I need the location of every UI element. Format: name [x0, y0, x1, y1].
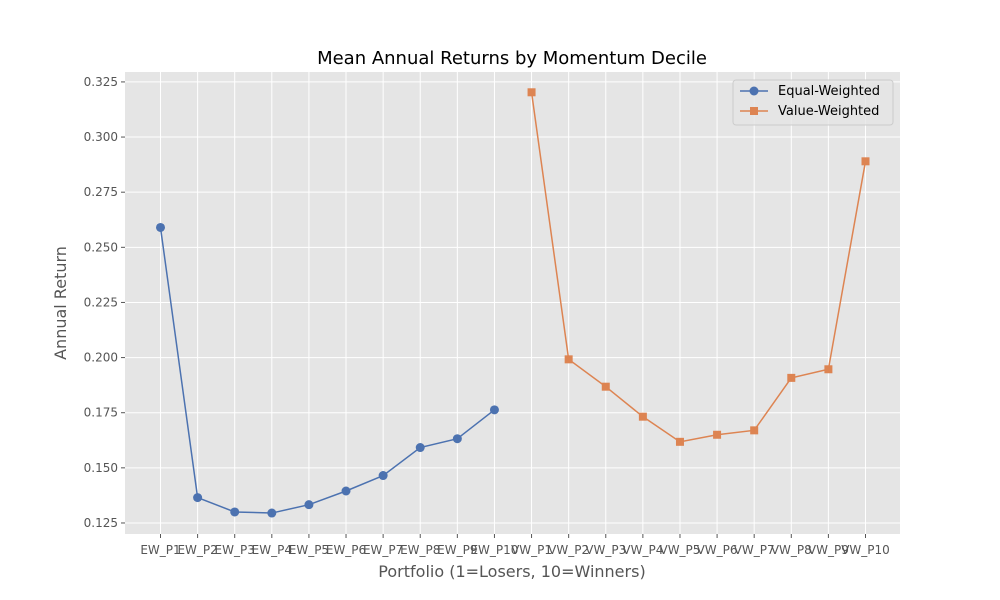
series-0-point-1	[193, 493, 203, 503]
series-0-point-7	[415, 443, 425, 453]
series-line-0	[159, 227, 495, 514]
series-markers	[156, 88, 870, 518]
x-tick-label-13: VW_P4	[622, 543, 663, 557]
series-1-point-2	[601, 382, 610, 391]
y-tick-label-0: 0.125	[84, 516, 118, 530]
y-tick-label-7: 0.300	[84, 130, 118, 144]
x-axis-label: Portfolio (1=Losers, 10=Winners)	[378, 562, 645, 581]
legend-label-equal-weighted: Equal-Weighted	[778, 84, 880, 99]
legend-box	[732, 79, 894, 126]
x-tick-label-4: EW_P5	[289, 543, 329, 557]
series-1-point-0	[527, 88, 536, 97]
series-lines	[159, 92, 867, 514]
x-tick-label-0: EW_P1	[140, 543, 180, 557]
x-tick-label-18: VW_P9	[808, 543, 849, 557]
y-tick-label-8: 0.325	[84, 75, 118, 89]
x-tick-label-2: EW_P3	[215, 543, 255, 557]
chart-title: Mean Annual Returns by Momentum Decile	[317, 48, 707, 69]
series-line-1	[530, 92, 867, 443]
y-ticks: 0.125 0.150 0.175 0.200 0.225 0.250 0.275 0.300…	[84, 75, 125, 530]
series-1-point-3	[638, 412, 647, 421]
y-tick-label-6: 0.275	[84, 185, 118, 199]
y-tick-label-5: 0.250	[84, 240, 118, 254]
y-tick-label-3: 0.200	[84, 351, 118, 365]
x-tick-label-9: EW_P10	[470, 543, 518, 557]
grid	[125, 72, 900, 534]
legend-marker-equal-weighted	[749, 86, 759, 96]
series-0-point-9	[489, 405, 499, 415]
x-tick-label-5: EW_P6	[326, 543, 366, 557]
series-1-point-8	[824, 365, 833, 374]
series-1-point-9	[861, 157, 870, 166]
series-0-point-4	[304, 500, 314, 510]
x-tick-label-7: EW_P8	[400, 543, 440, 557]
x-tick-label-10: VW_P1	[511, 543, 552, 557]
series-0-point-0	[156, 222, 165, 232]
y-axis-label: Annual Return	[51, 246, 70, 360]
series-0-point-3	[267, 508, 277, 518]
series-0-point-8	[452, 434, 462, 444]
legend: Equal-Weighted Value-Weighted	[732, 79, 894, 126]
series-1-point-7	[787, 373, 796, 382]
x-tick-label-16: VW_P7	[734, 543, 775, 557]
legend-marker-value-weighted	[750, 107, 758, 115]
series-1-point-5	[713, 430, 722, 439]
y-tick-label-1: 0.150	[84, 461, 118, 475]
series-1-point-1	[564, 355, 573, 364]
x-tick-label-3: EW_P4	[252, 543, 292, 557]
plot-background	[125, 72, 900, 534]
series-0-point-5	[341, 486, 351, 496]
x-tick-label-19: VW_P10	[841, 543, 890, 557]
x-tick-label-11: VW_P2	[548, 543, 589, 557]
series-1-point-6	[750, 426, 759, 435]
x-tick-label-1: EW_P2	[177, 543, 217, 557]
legend-label-value-weighted: Value-Weighted	[778, 104, 879, 119]
x-tick-label-15: VW_P6	[697, 543, 738, 557]
x-ticks: EW_P1EW_P2EW_P3EW_P4EW_P5EW_P6EW_P7EW_P8…	[140, 534, 890, 557]
series-0-point-2	[230, 507, 240, 517]
series-1-point-4	[675, 437, 684, 446]
x-tick-label-8: EW_P9	[437, 543, 477, 557]
y-tick-label-2: 0.175	[84, 406, 118, 420]
x-tick-label-14: VW_P5	[659, 543, 700, 557]
series-0-point-6	[378, 471, 388, 481]
x-tick-label-6: EW_P7	[363, 543, 403, 557]
x-tick-label-17: VW_P8	[771, 543, 812, 557]
x-tick-label-12: VW_P3	[585, 543, 626, 557]
y-tick-label-4: 0.225	[84, 295, 118, 309]
